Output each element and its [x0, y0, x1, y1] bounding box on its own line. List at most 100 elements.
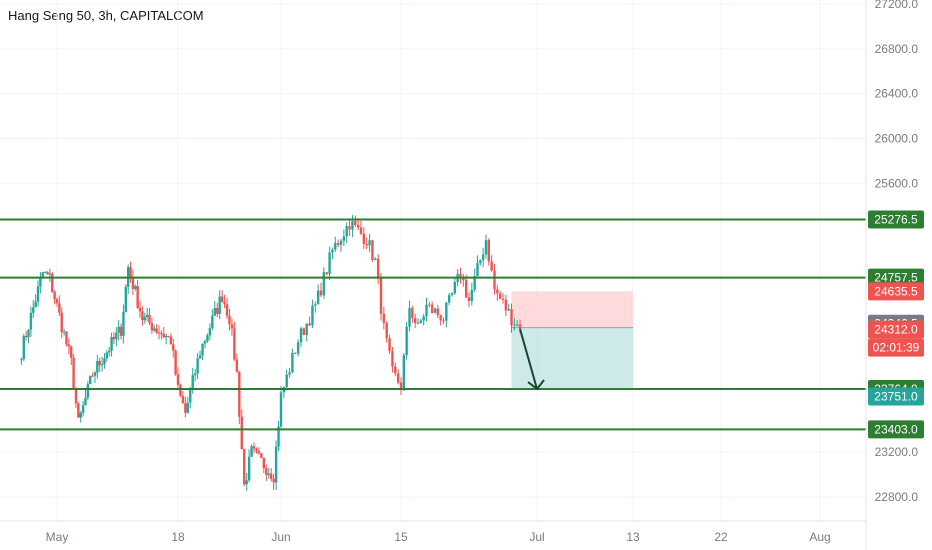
candle-body [174, 350, 177, 375]
candle-body [291, 352, 294, 373]
candle-body [58, 303, 61, 313]
candle-body [60, 312, 63, 333]
candle-body [240, 416, 243, 450]
candle-body [325, 272, 328, 275]
price-tags: 25276.524757.523764.023403.024635.524346… [868, 210, 924, 439]
candle-body [51, 273, 54, 292]
candle-body [79, 412, 82, 418]
candle-body [189, 389, 192, 403]
horizontal-levels[interactable] [0, 218, 866, 431]
candle-body [487, 240, 491, 262]
candle-body [211, 315, 214, 329]
candle-body [425, 304, 428, 317]
candle-body [299, 328, 303, 343]
candle-body [354, 221, 357, 225]
candle-body [419, 320, 423, 323]
candle-body [294, 352, 297, 354]
candle-body [160, 332, 163, 334]
candle-body [334, 243, 337, 250]
candle-body [498, 293, 502, 299]
candle-body [362, 233, 366, 244]
candle-body [464, 279, 468, 298]
current-price-tag: 23751.0 [874, 389, 918, 403]
candle-body [247, 456, 251, 481]
candle-body [348, 226, 351, 230]
candle-body [496, 289, 499, 294]
candle-body [124, 286, 128, 312]
candle-body [225, 304, 229, 316]
candle-body [385, 322, 388, 339]
candle-body [91, 375, 94, 377]
candle-body [86, 384, 90, 398]
candle-body [228, 315, 231, 325]
candle-body [479, 260, 482, 264]
candle-body [277, 426, 280, 447]
candle-body [453, 282, 457, 294]
candle-body [382, 313, 386, 323]
candle-body [473, 276, 476, 290]
price-tick-label: 27200.0 [875, 0, 919, 11]
price-axis[interactable]: 22800.0 23200.0 25600.0 26000.0 26400.0 26800… [875, 0, 919, 504]
candle-body [22, 336, 25, 360]
stop-tag-bg [868, 282, 924, 301]
candle-body [470, 289, 474, 301]
candle-body [356, 224, 360, 228]
time-tick-label: 13 [626, 530, 640, 544]
candle-body [269, 473, 273, 479]
level-tag-1-bg [868, 268, 924, 287]
candle-body [184, 403, 187, 413]
candle-body [218, 296, 221, 314]
candle-body [322, 272, 326, 296]
candle-body [308, 323, 311, 326]
candle-body [122, 311, 125, 336]
candle-body [371, 240, 374, 261]
candle-body [105, 352, 109, 359]
candle-body [252, 446, 256, 449]
candle-body [339, 240, 343, 245]
candle-body [203, 341, 207, 344]
candle-body [176, 374, 180, 385]
candle-body [141, 311, 144, 321]
candle-body [515, 324, 519, 326]
candle-body [235, 359, 239, 372]
candle-body [46, 271, 49, 275]
candle-body [411, 308, 414, 319]
candle-body [245, 480, 248, 485]
candle-body [48, 273, 52, 275]
time-tick-label: May [46, 530, 69, 544]
candle-body [36, 286, 40, 302]
candle-body [504, 299, 508, 311]
position-zones[interactable] [511, 291, 634, 389]
candle-body [513, 324, 516, 326]
candle-body [115, 332, 118, 340]
candle-body [319, 290, 323, 296]
candle-body [150, 323, 154, 331]
projection-arrow[interactable] [519, 328, 545, 391]
candle-body [311, 305, 314, 326]
candle-body [405, 326, 408, 356]
candle-body [430, 304, 434, 313]
candle-body [153, 328, 156, 331]
candle-body [32, 307, 35, 313]
candle-body [230, 324, 234, 329]
candle-body [359, 227, 363, 234]
time-tick-label: 18 [171, 530, 185, 544]
candle-body [243, 449, 246, 485]
level-tag-0: 25276.5 [874, 213, 918, 227]
candle-body [262, 458, 266, 469]
candle-body [238, 371, 241, 417]
candle-body [391, 351, 394, 367]
candle-body [288, 372, 291, 375]
candle-body [442, 320, 445, 322]
candle-body [255, 448, 258, 452]
candle-body [374, 258, 377, 261]
candle-body [316, 290, 320, 305]
time-axis[interactable]: May 18 Jun 15 Jul 13 22 Aug [46, 530, 831, 544]
candle-body [208, 328, 212, 336]
candle-body [65, 331, 68, 345]
candle-body [467, 297, 471, 301]
candle-body [490, 261, 493, 271]
candle-body [365, 243, 368, 246]
candle-body [331, 249, 334, 253]
